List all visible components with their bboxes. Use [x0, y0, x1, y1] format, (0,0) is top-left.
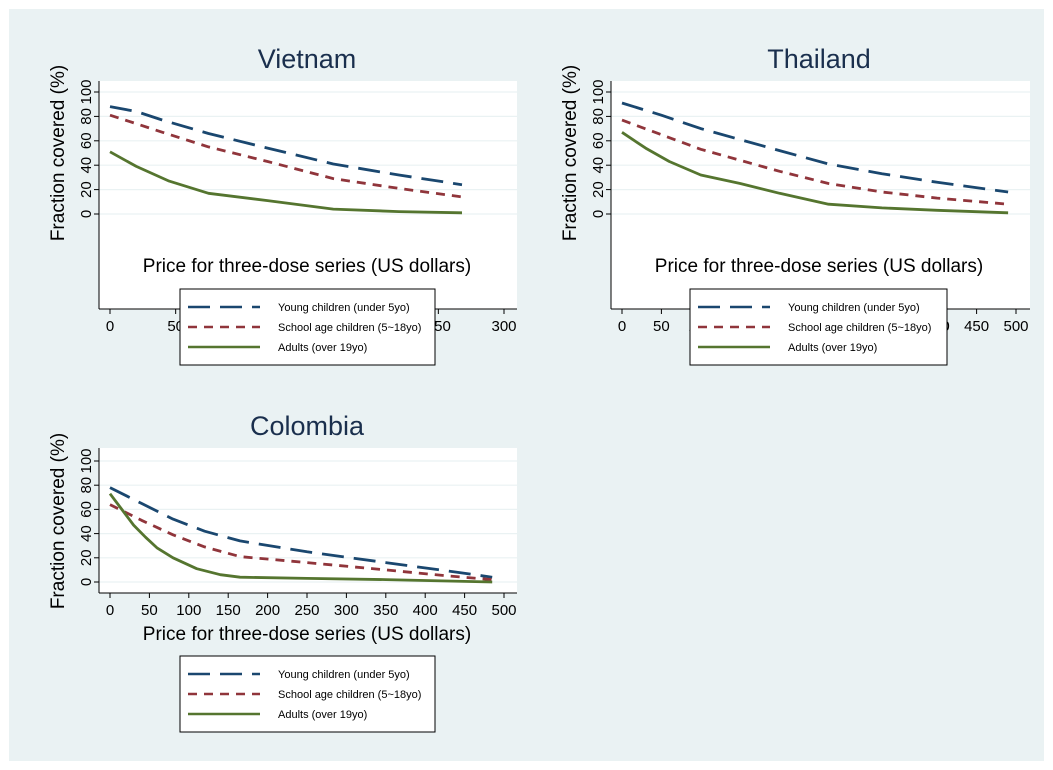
plot-area	[99, 81, 517, 309]
y-tick-label: 0	[78, 578, 95, 586]
y-tick-label: 80	[78, 108, 95, 125]
chart-panel-vietnam: 020406080100050100150200250300VietnamPri…	[48, 44, 517, 366]
chart-title: Thailand	[767, 44, 871, 74]
x-tick-label: 50	[653, 318, 670, 335]
legend-label: Young children (under 5yo)	[278, 302, 410, 314]
x-tick-label: 100	[176, 602, 201, 619]
chart-panel-thailand: 0204060801000501001502002503003504004505…	[560, 44, 1030, 366]
x-tick-label: 350	[373, 602, 398, 619]
x-tick-label: 500	[1003, 318, 1028, 335]
x-tick-label: 150	[216, 602, 241, 619]
series-line-1	[109, 486, 493, 579]
legend: Young children (under 5yo) School age chi…	[179, 288, 436, 366]
y-tick-label: 60	[78, 132, 95, 149]
plot-area	[99, 448, 517, 593]
y-tick-label: 0	[78, 210, 95, 218]
series-line-2	[621, 118, 1009, 206]
legend-label: Adults (over 19yo)	[278, 709, 367, 721]
x-tick-label: 0	[106, 602, 114, 619]
y-tick-label: 60	[590, 132, 607, 149]
y-tick-label: 100	[590, 79, 607, 104]
chart-title: Colombia	[250, 411, 365, 441]
y-tick-label: 20	[590, 181, 607, 198]
x-tick-label: 50	[141, 602, 158, 619]
series-line-3	[621, 131, 1009, 215]
y-tick-label: 100	[78, 448, 95, 473]
y-axis-label: Fraction covered (%)	[48, 433, 69, 609]
y-tick-label: 100	[78, 79, 95, 104]
x-tick-label: 200	[255, 602, 280, 619]
legend-label: School age children (5~18yo)	[278, 689, 421, 701]
plot-area	[611, 81, 1030, 309]
y-axis-label: Fraction covered (%)	[560, 65, 581, 241]
series-line-1	[621, 101, 1009, 194]
chart-panel-colombia: 0 20 40 60 80 100 0 50 100 150 200 250 300 350 400 450 5…	[48, 411, 517, 733]
y-tick-label: 80	[590, 108, 607, 125]
chart-title: Vietnam	[258, 44, 357, 74]
y-tick-label: 40	[78, 157, 95, 174]
x-tick-label: 500	[491, 602, 516, 619]
x-tick-label: 400	[413, 602, 438, 619]
y-axis-label: Fraction covered (%)	[48, 65, 69, 241]
y-tick-label: 20	[78, 181, 95, 198]
y-tick-label: 80	[78, 477, 95, 494]
legend-label: School age children (5~18yo)	[788, 322, 931, 334]
legend-label: Adults (over 19yo)	[788, 342, 877, 354]
x-tick-label: 450	[964, 318, 989, 335]
x-tick-label: 300	[334, 602, 359, 619]
y-tick-label: 20	[78, 549, 95, 566]
series-line-3	[108, 492, 493, 584]
x-tick-label: 0	[618, 318, 626, 335]
legend: Young children (under 5yo) School age chi…	[689, 288, 948, 366]
legend: Young children (under 5yo) School age chi…	[179, 655, 436, 733]
x-axis-label: Price for three-dose series (US dollars)	[143, 624, 471, 645]
series-line-2	[109, 113, 463, 199]
x-axis-label: Price for three-dose series (US dollars)	[143, 256, 471, 277]
x-tick-label: 450	[452, 602, 477, 619]
x-axis-label: Price for three-dose series (US dollars)	[655, 256, 983, 277]
legend-label: Young children (under 5yo)	[278, 669, 410, 681]
x-tick-label: 0	[106, 318, 114, 335]
y-tick-label: 60	[78, 501, 95, 518]
legend-label: School age children (5~18yo)	[278, 322, 421, 334]
legend-label: Adults (over 19yo)	[278, 342, 367, 354]
x-tick-label: 250	[294, 602, 319, 619]
legend-label: Young children (under 5yo)	[788, 302, 920, 314]
y-tick-label: 40	[590, 157, 607, 174]
x-tick-label: 300	[491, 318, 516, 335]
series-line-1	[109, 105, 463, 187]
series-line-3	[109, 150, 463, 215]
y-tick-label: 40	[78, 525, 95, 542]
y-tick-label: 0	[590, 210, 607, 218]
